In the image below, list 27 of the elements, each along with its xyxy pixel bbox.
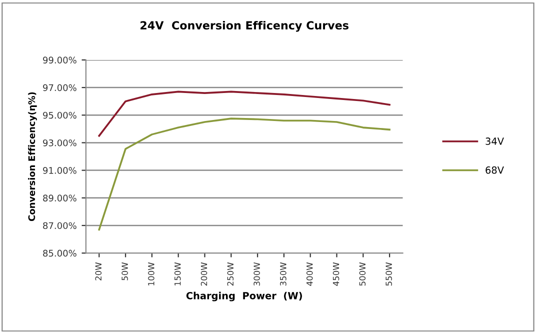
- x-tick-label: 50W: [122, 262, 128, 280]
- y-tick-label: 87.00%: [43, 222, 76, 230]
- y-tick-label: 91.00%: [43, 167, 76, 174]
- x-tick-label: 350W: [280, 262, 286, 286]
- y-tick-label: 93.00%: [43, 139, 76, 146]
- x-tick-label: 250W: [227, 262, 234, 286]
- y-tick-label: 89.00%: [43, 194, 76, 202]
- y-axis-title: Conversion Efficency(η%): [28, 92, 37, 222]
- x-axis-title: Charging Power (W): [186, 292, 302, 302]
- x-tick-label: 400W: [306, 262, 313, 286]
- x-tick-label: 450W: [332, 262, 340, 286]
- x-tick-label: 300W: [254, 262, 260, 286]
- x-tick-label: 550W: [386, 262, 392, 286]
- line-series: [98, 118, 390, 231]
- chart-title: 24V Conversion Efficency Curves: [140, 20, 348, 32]
- y-tick-label: 97.00%: [43, 84, 76, 92]
- line-series: [98, 90, 390, 137]
- x-tick-label: 20W: [95, 262, 102, 280]
- legend-label: 34V: [486, 138, 504, 145]
- y-tick-label: 85.00%: [43, 250, 76, 257]
- y-tick-label: 99.00%: [43, 56, 76, 64]
- x-tick-label: 200W: [200, 262, 208, 286]
- x-tick-label: 150W: [174, 262, 181, 286]
- x-tick-label: 500W: [359, 262, 366, 286]
- legend-label: 68V: [486, 166, 504, 174]
- x-tick-label: 100W: [148, 262, 154, 286]
- y-tick-label: 95.00%: [43, 112, 76, 119]
